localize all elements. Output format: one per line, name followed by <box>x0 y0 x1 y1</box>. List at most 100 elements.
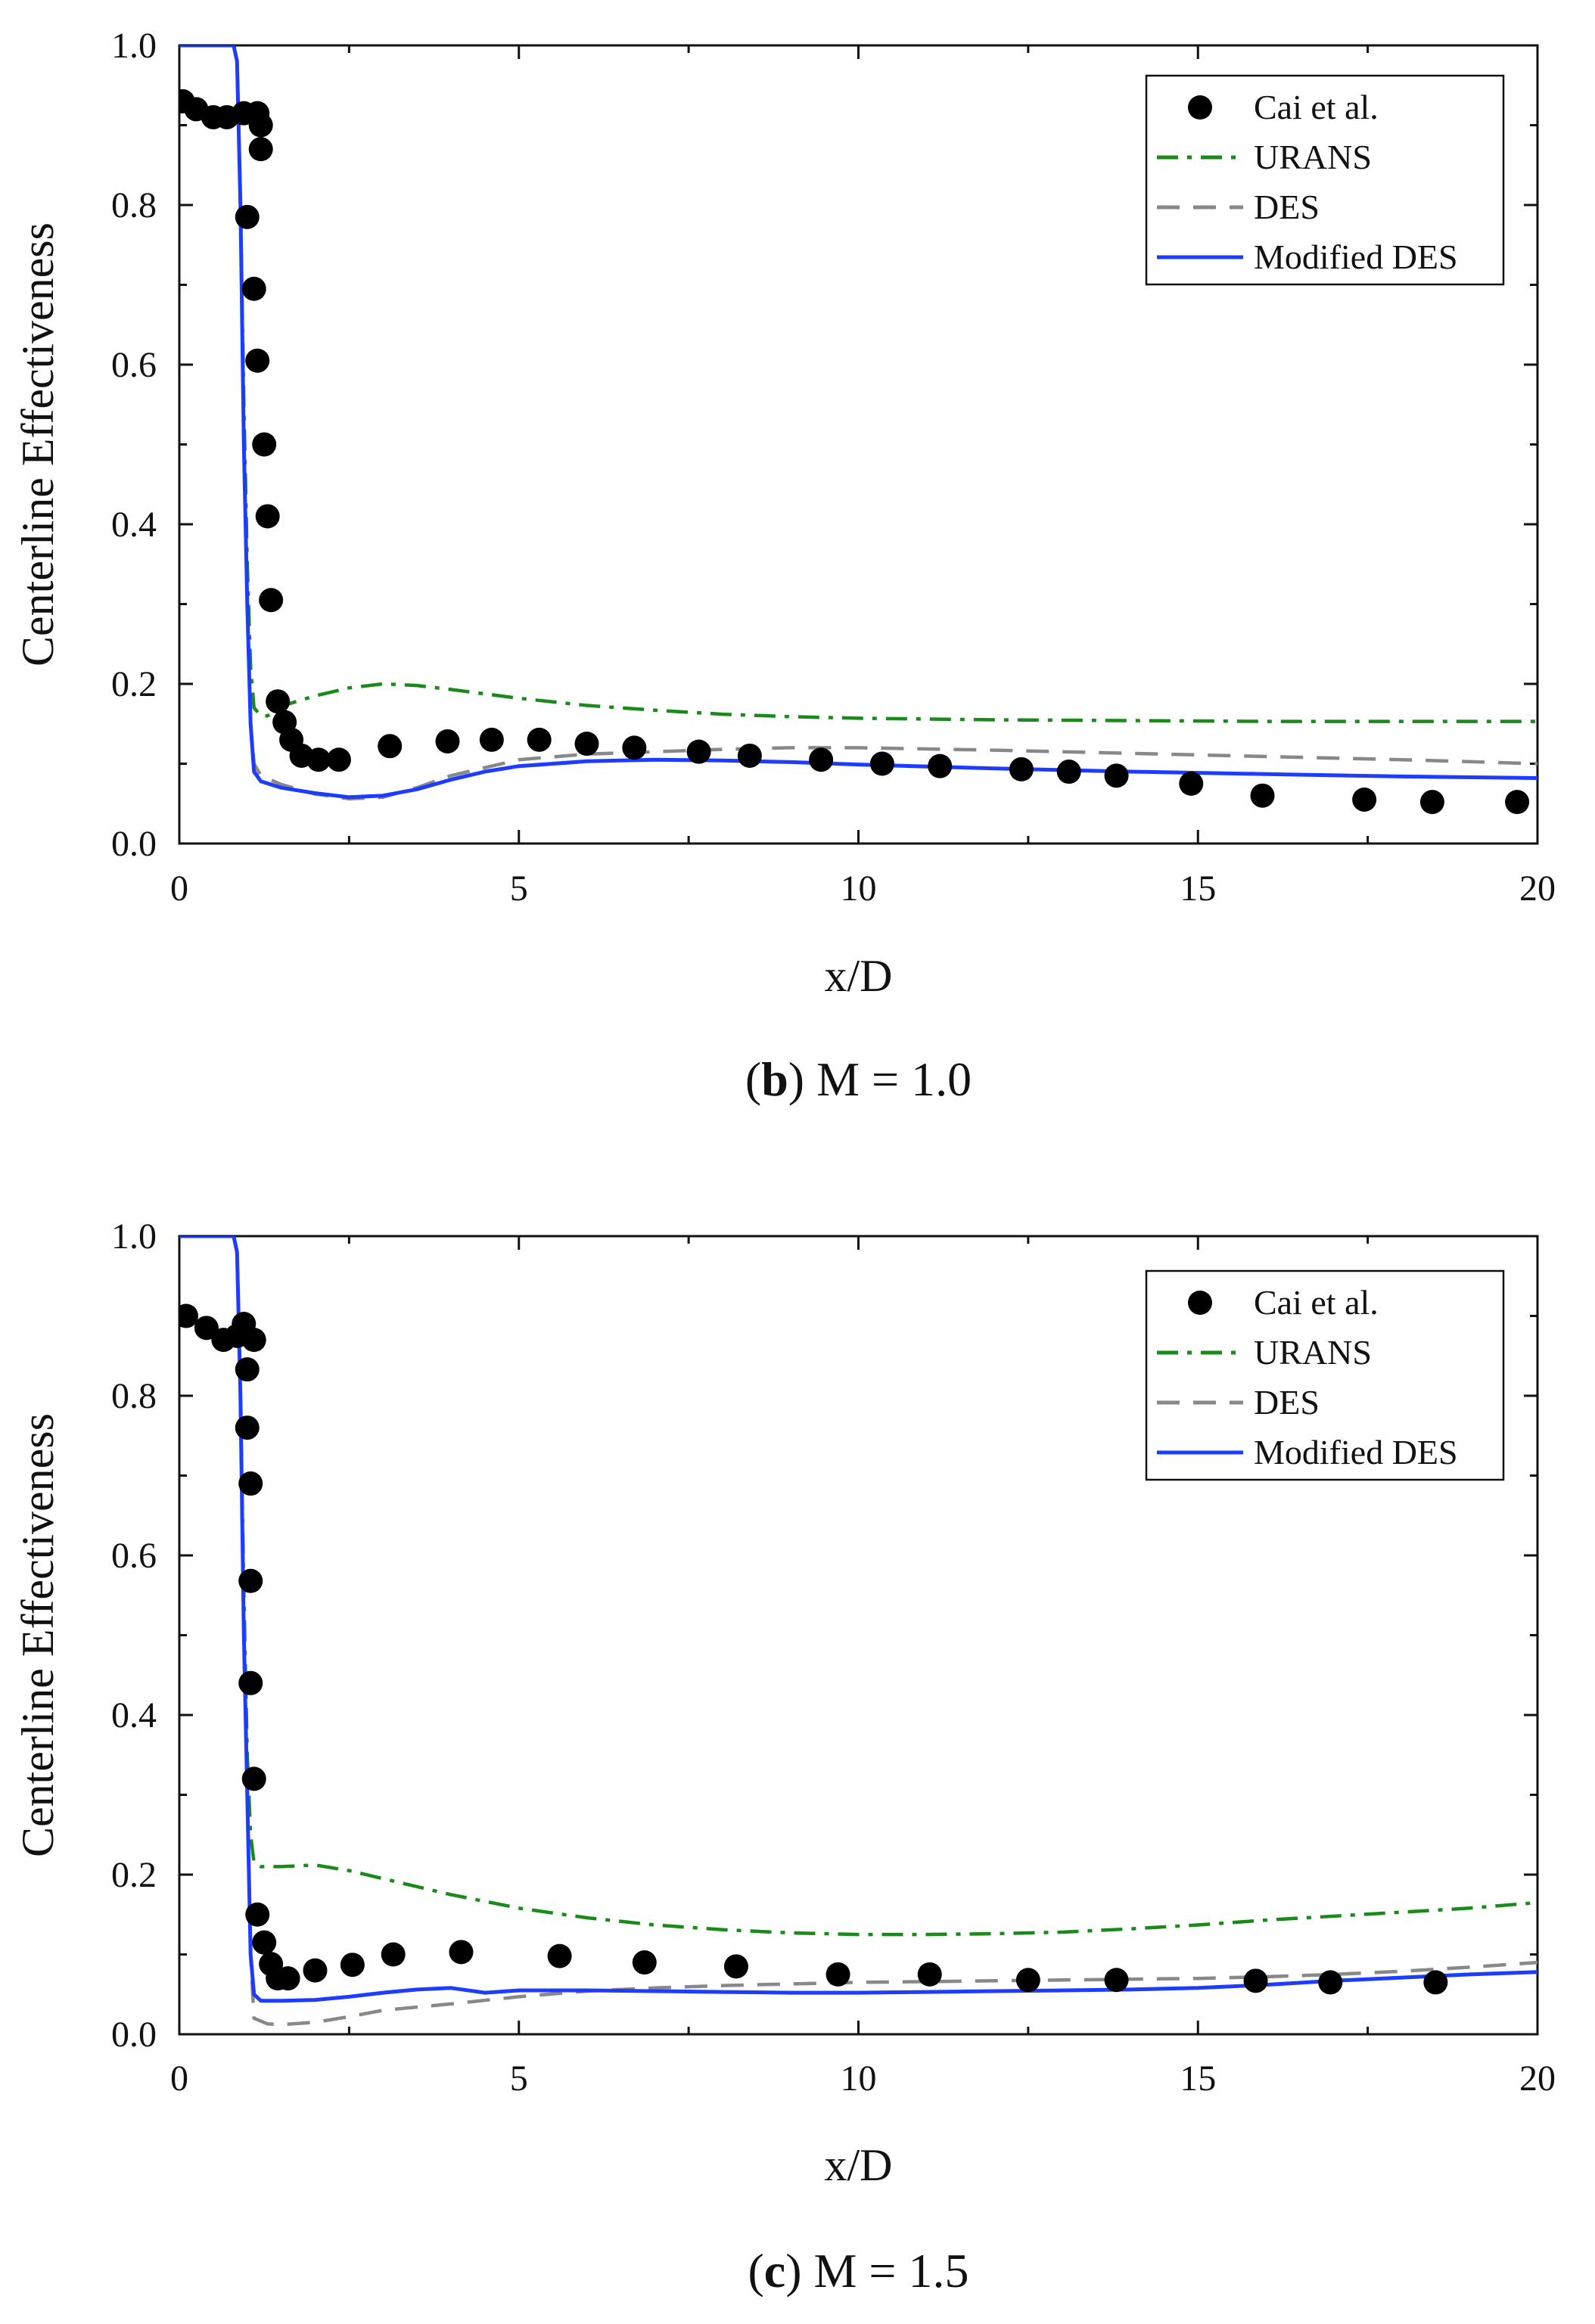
legend-label: Modified DES <box>1254 1433 1458 1471</box>
data-point <box>252 1930 277 1955</box>
legend-label: Modified DES <box>1254 238 1458 276</box>
data-point <box>1505 790 1530 815</box>
legend: Cai et al. URANS DES Modified DES <box>1145 1269 1505 1481</box>
y-tick-label: 1.0 <box>111 1216 157 1257</box>
caption-paren-open: ( <box>748 2244 763 2298</box>
data-point <box>235 1357 260 1382</box>
data-point <box>340 1953 365 1978</box>
x-tick-label: 15 <box>1180 868 1216 909</box>
data-point <box>194 1316 219 1341</box>
caption-letter: b <box>761 1052 788 1106</box>
x-tick-label: 10 <box>841 2058 877 2099</box>
legend-label: Cai et al. <box>1254 88 1379 126</box>
x-tick-label: 0 <box>170 868 188 909</box>
y-tick-label: 0.4 <box>111 505 157 545</box>
series-line-modified-des <box>179 1236 1537 2003</box>
data-point <box>179 1303 198 1328</box>
caption-letter: c <box>764 2244 785 2298</box>
y-tick-label: 0.2 <box>111 1855 157 1895</box>
data-point <box>378 734 403 759</box>
y-tick-label: 1.0 <box>111 26 157 66</box>
data-point <box>917 1962 942 1987</box>
data-point <box>241 1766 266 1791</box>
data-point <box>238 1568 263 1593</box>
data-point <box>275 1966 300 1991</box>
panel-caption: (c) M = 1.5 <box>748 2244 969 2298</box>
legend-marker-cai-et-al- <box>1188 95 1212 120</box>
plot-data <box>179 45 1537 815</box>
y-tick-label: 0.0 <box>111 824 157 864</box>
y-tick-label: 0.0 <box>111 2015 157 2055</box>
x-tick-label: 5 <box>510 868 528 909</box>
data-point <box>1352 787 1377 812</box>
data-point <box>723 1954 748 1979</box>
caption-paren-open: ( <box>745 1052 761 1106</box>
data-point <box>235 204 260 229</box>
x-tick-label: 10 <box>841 868 877 909</box>
data-point <box>622 735 647 760</box>
caption-paren-close: ) <box>788 1052 804 1106</box>
data-point <box>1423 1970 1448 1995</box>
legend-label: URANS <box>1254 1333 1372 1372</box>
y-tick-label: 0.8 <box>111 1376 157 1416</box>
y-tick-label: 0.2 <box>111 664 157 704</box>
caption-paren-close: ) <box>785 2244 801 2298</box>
x-axis-label: x/D <box>825 951 893 1001</box>
data-point <box>266 689 291 714</box>
legend-label: DES <box>1254 188 1320 226</box>
data-point <box>632 1950 657 1975</box>
data-point <box>574 732 599 757</box>
chart-panel-b: 0 5 10 15 20 0.0 0.2 0.4 0.6 0.8 1.0 x/D Centerline … <box>13 26 1556 1106</box>
caption-text: M = 1.5 <box>802 2244 969 2298</box>
data-point <box>1104 1968 1129 1993</box>
data-point <box>245 348 270 373</box>
y-tick-label: 0.6 <box>111 345 157 385</box>
x-tick-label: 20 <box>1519 868 1556 909</box>
data-point <box>381 1942 406 1967</box>
plot-data <box>179 1236 1537 2027</box>
caption-text: M = 1.0 <box>804 1052 972 1106</box>
data-point <box>306 747 331 772</box>
data-point <box>326 747 351 772</box>
data-point <box>248 137 273 162</box>
legend: Cai et al. URANS DES Modified DES <box>1145 74 1505 286</box>
data-point <box>547 1943 572 1968</box>
data-point <box>1015 1968 1040 1993</box>
x-tick-label: 20 <box>1519 2058 1556 2099</box>
data-point <box>479 727 504 752</box>
legend-label: URANS <box>1254 138 1372 176</box>
data-point <box>809 747 834 772</box>
data-point <box>255 504 280 529</box>
data-point <box>238 1471 263 1496</box>
y-tick-label: 0.6 <box>111 1536 157 1576</box>
y-axis-label: Centerline Effectiveness <box>13 222 63 666</box>
data-point <box>435 729 460 753</box>
data-point <box>1104 763 1129 788</box>
data-point <box>245 1902 270 1927</box>
data-point <box>1318 1970 1343 1995</box>
data-point <box>1179 771 1204 796</box>
data-point <box>686 739 711 764</box>
legend-label: DES <box>1254 1383 1320 1421</box>
y-tick-label: 0.8 <box>111 185 157 225</box>
data-point <box>1056 760 1081 785</box>
data-point <box>449 1940 474 1965</box>
data-point <box>235 1415 260 1440</box>
data-point <box>1243 1968 1268 1993</box>
data-point <box>869 751 894 776</box>
data-point <box>737 743 762 768</box>
data-point <box>928 753 953 778</box>
legend-label: Cai et al. <box>1254 1283 1379 1322</box>
data-point <box>238 1670 263 1695</box>
y-tick-label: 0.4 <box>111 1695 157 1735</box>
legend-marker-cai-et-al- <box>1188 1291 1212 1315</box>
x-tick-label: 5 <box>510 2058 528 2099</box>
x-tick-label: 0 <box>170 2058 188 2099</box>
data-point <box>1009 757 1034 781</box>
data-point <box>248 113 273 138</box>
data-point <box>1250 783 1275 808</box>
data-point <box>241 1328 266 1353</box>
x-tick-label: 15 <box>1180 2058 1216 2099</box>
data-point <box>241 276 266 301</box>
data-point <box>527 727 552 752</box>
